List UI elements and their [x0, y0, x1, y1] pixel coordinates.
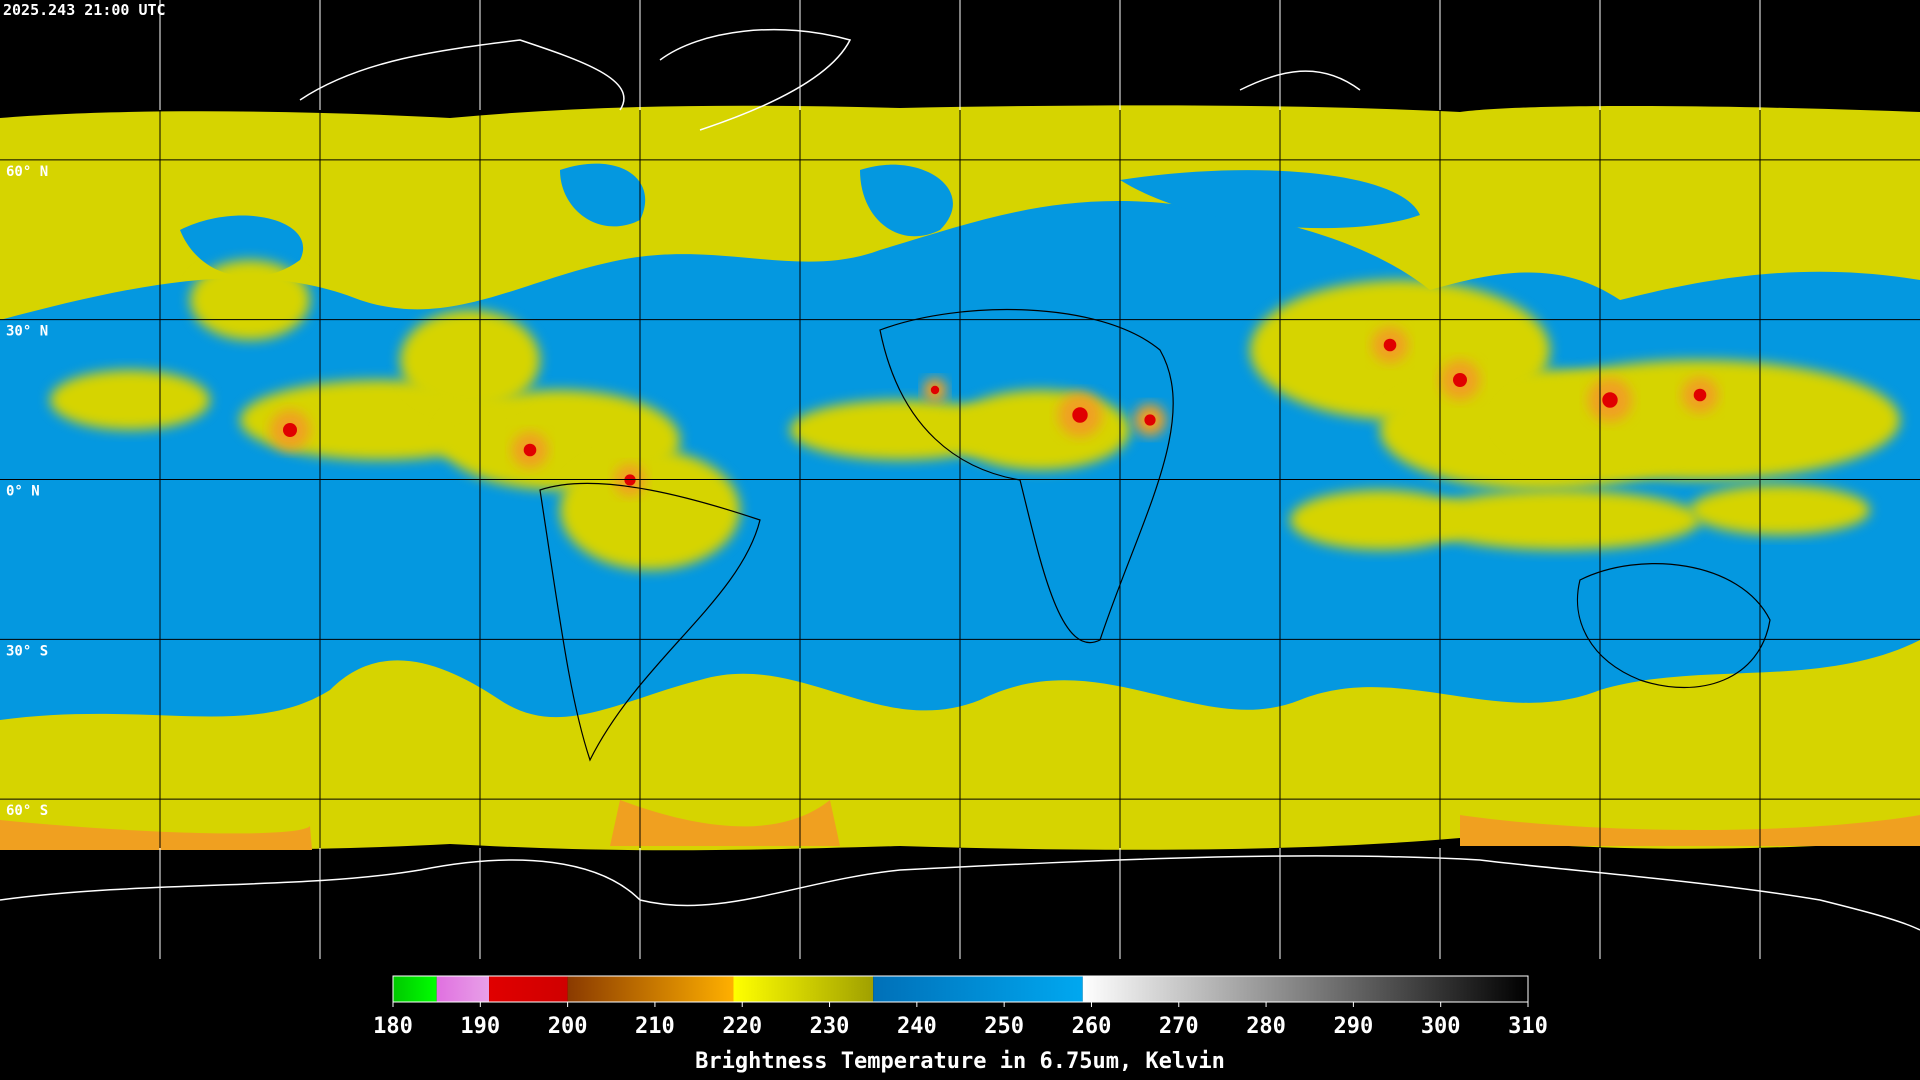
cloud-cluster	[1690, 485, 1870, 535]
convective-core	[1693, 388, 1707, 402]
colorbar-segment	[489, 976, 568, 1002]
colorbar-tick-label: 300	[1421, 1014, 1461, 1039]
convective-core	[1602, 392, 1618, 408]
graticule	[159, 0, 1761, 959]
colorbar-tick-label: 210	[635, 1014, 675, 1039]
cloud-cluster	[950, 390, 1130, 470]
australia-outline	[1576, 563, 1771, 688]
latitude-label: 60° N	[6, 164, 48, 180]
africa-outline	[879, 308, 1174, 643]
colorbar-segment	[393, 976, 437, 1002]
colorbar-tick-label: 230	[810, 1014, 850, 1039]
colorbar-tick-label: 220	[722, 1014, 762, 1039]
latitude-label: 30° N	[6, 324, 48, 340]
colorbar-tick-label: 310	[1508, 1014, 1548, 1039]
convective-core	[930, 385, 940, 395]
latitude-label: 60° S	[6, 803, 48, 819]
cloud-cluster	[1290, 490, 1470, 550]
coastline-outlines	[0, 30, 1920, 931]
colorbar-title: Brightness Temperature in 6.75um, Kelvin	[695, 1049, 1225, 1074]
dry-patch	[180, 163, 1420, 277]
colorbar-tick-label: 280	[1246, 1014, 1286, 1039]
colorbar-tick-label: 260	[1072, 1014, 1112, 1039]
timestamp: 2025.243 21:00 UTC	[3, 1, 166, 19]
colorbar-segment	[436, 976, 490, 1002]
convective-core	[1072, 407, 1088, 423]
convective-core	[1453, 373, 1467, 387]
colorbar: 180 190 200 210 220 230 240 250 260 270 280 290 300 3…	[373, 975, 1548, 1039]
south-america-outline	[539, 482, 761, 762]
colorbar-segment	[1082, 976, 1528, 1002]
convective-core	[523, 443, 537, 457]
latitude-label: 0° N	[6, 484, 40, 500]
colorbar-tick-label: 240	[897, 1014, 937, 1039]
cloud-cluster	[790, 400, 1010, 460]
colorbar-segment	[873, 976, 1083, 1002]
colorbar-tick-label: 290	[1334, 1014, 1374, 1039]
colorbar-tick-label: 180	[373, 1014, 413, 1039]
colorbar-tick-label: 250	[984, 1014, 1024, 1039]
colorbar-tick-label: 190	[460, 1014, 500, 1039]
latitude-label: 30° S	[6, 643, 48, 659]
cloud-cluster	[400, 310, 540, 410]
cloud-cluster	[190, 260, 310, 340]
colorbar-tick-label: 200	[548, 1014, 588, 1039]
latitude-labels: 60° N 30° N 0° N 30° S 60° S	[6, 164, 48, 819]
cloud-cluster	[560, 450, 740, 570]
cloud-cluster	[1420, 490, 1700, 550]
antarctic-coast	[0, 855, 1920, 931]
map	[0, 0, 1920, 959]
cloud-clusters	[50, 260, 1900, 570]
antarctic-warm-edge	[0, 800, 1920, 850]
continent-outlines	[539, 308, 1771, 762]
convective-core	[283, 423, 297, 437]
colorbar-tick-label: 270	[1159, 1014, 1199, 1039]
convective-core	[1144, 414, 1156, 426]
convective-core	[1383, 338, 1397, 352]
colorbar-frame	[392, 975, 1529, 1003]
colorbar-segment	[733, 976, 874, 1002]
colorbar-segment	[567, 976, 734, 1002]
cloud-cluster	[50, 370, 210, 430]
